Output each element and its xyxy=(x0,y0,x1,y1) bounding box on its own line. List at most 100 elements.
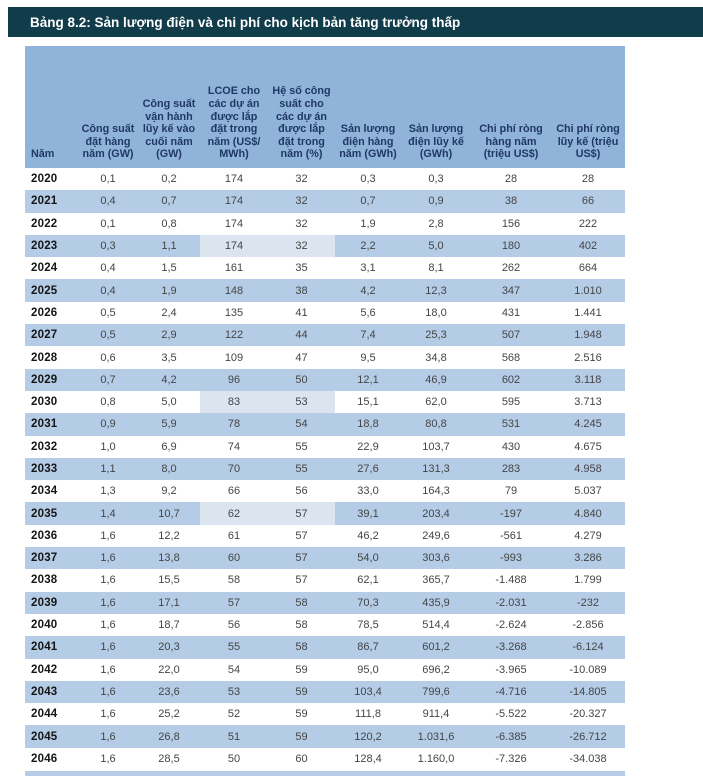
value-cell: 120,2 xyxy=(335,725,401,748)
value-cell: 50 xyxy=(268,368,335,391)
value-cell: 1,4 xyxy=(78,502,138,525)
value-cell: 32 xyxy=(268,234,335,258)
value-cell: 0,2 xyxy=(161,173,177,186)
value-cell: 3,5 xyxy=(161,351,177,364)
value-cell: 38 xyxy=(471,190,551,213)
value-cell: 26,8 xyxy=(138,725,200,748)
table-row: 2024 0,4 1,5 161 35 3,1 8,1 262 664 xyxy=(25,257,625,279)
value-cell: 35 xyxy=(295,262,308,275)
year-cell: 2033 xyxy=(25,457,78,481)
year-cell: 2035 xyxy=(25,502,78,525)
value-cell: 50 xyxy=(227,752,241,765)
table-title-bar: Bảng 8.2: Sản lượng điện và chi phí cho … xyxy=(8,7,703,37)
year-cell: 2034 xyxy=(31,485,58,498)
value-cell: 2,2 xyxy=(335,234,401,258)
value-cell: 70 xyxy=(200,457,268,481)
table-row: 2033 1,1 8,0 70 55 27,6 131,3 283 4.958 xyxy=(25,457,625,481)
value-cell: 5,0 xyxy=(401,234,471,258)
value-cell: 54 xyxy=(227,663,241,676)
table-row: 2042 1,6 22,0 54 59 95,0 696,2 -3.965 -10.089 xyxy=(25,659,625,681)
value-cell: -6.124 xyxy=(551,636,625,659)
value-cell: 66 xyxy=(227,485,241,498)
year-cell: 2031 xyxy=(25,413,78,436)
value-cell: 55 xyxy=(268,457,335,481)
value-cell: 0,1 xyxy=(100,173,116,186)
value-cell: 59 xyxy=(268,680,335,704)
value-cell: 3.713 xyxy=(574,396,602,409)
value-cell: 78 xyxy=(200,413,268,436)
value-cell: 32 xyxy=(295,217,308,230)
year-cell: 2042 xyxy=(31,663,58,676)
value-cell: 180 xyxy=(471,234,551,258)
value-cell: 12,3 xyxy=(401,279,471,302)
value-cell: 262 xyxy=(501,262,521,275)
value-cell: 0,4 xyxy=(78,279,138,302)
value-cell: 430 xyxy=(501,440,521,453)
value-cell: 38 xyxy=(268,279,335,302)
value-cell: 74 xyxy=(227,440,241,453)
table-row: 2046 1,6 28,5 50 60 128,4 1.160,0 -7.326 -34.038 xyxy=(25,748,625,770)
value-cell: 9,5 xyxy=(360,351,376,364)
value-cell: 1,9 xyxy=(360,217,376,230)
value-cell: 1,6 xyxy=(100,663,116,676)
year-cell: 2044 xyxy=(31,708,58,721)
column-header: Sản lượng điện lũy kế (GWh) xyxy=(401,46,471,168)
table-row: 2041 1,6 20,3 55 58 86,7 601,2 -3.268 -6.124 xyxy=(25,636,625,659)
value-cell: 1,5 xyxy=(161,262,177,275)
value-cell: -5.522 xyxy=(495,708,527,721)
value-cell: -20.327 xyxy=(569,708,607,721)
year-cell: 2046 xyxy=(31,752,58,765)
value-cell: 59 xyxy=(295,708,308,721)
value-cell: 1,6 xyxy=(100,619,116,632)
value-cell: 62,1 xyxy=(357,574,379,587)
value-cell: 9,2 xyxy=(161,485,177,498)
table-row: 2022 0,1 0,8 174 32 1,9 2,8 156 222 xyxy=(25,213,625,235)
value-cell: 249,6 xyxy=(422,529,450,542)
column-header: Công suất vận hành lũy kế vào cuối năm (… xyxy=(138,46,200,168)
value-cell: 44 xyxy=(268,324,335,347)
value-cell: 696,2 xyxy=(422,663,450,676)
value-cell: 10,7 xyxy=(138,502,200,525)
value-cell: 17,1 xyxy=(138,591,200,614)
year-cell: 2021 xyxy=(25,190,78,213)
value-cell: 0,8 xyxy=(100,396,116,409)
value-cell: 174 xyxy=(224,173,244,186)
table-row: 2034 1,3 9,2 66 56 33,0 164,3 79 5.037 xyxy=(25,480,625,502)
value-cell: 222 xyxy=(578,217,598,230)
value-cell: 4.245 xyxy=(551,413,625,436)
value-cell: 8,1 xyxy=(428,262,444,275)
value-cell: 1,6 xyxy=(100,529,116,542)
value-cell: 57 xyxy=(295,574,308,587)
value-cell: 28,5 xyxy=(158,752,180,765)
value-cell: 57 xyxy=(268,502,335,525)
value-cell: -2.624 xyxy=(495,619,527,632)
value-cell: 131,3 xyxy=(401,457,471,481)
value-cell: 39,1 xyxy=(335,502,401,525)
value-cell: 1.010 xyxy=(551,279,625,302)
value-cell: 23,6 xyxy=(138,680,200,704)
value-cell: 148 xyxy=(200,279,268,302)
value-cell: 109 xyxy=(224,351,244,364)
year-cell: 2039 xyxy=(25,591,78,614)
value-cell: 0,4 xyxy=(100,262,116,275)
value-cell: 5,9 xyxy=(138,413,200,436)
value-cell: 1.799 xyxy=(574,574,602,587)
value-cell: 56 xyxy=(295,485,308,498)
value-cell: 2,4 xyxy=(161,306,177,319)
value-cell: -6.385 xyxy=(471,725,551,748)
value-cell: 4,2 xyxy=(335,279,401,302)
value-cell: 0,3 xyxy=(428,173,444,186)
table-header: Năm Công suất đặt hàng năm (GW) Công suất … xyxy=(25,46,625,168)
table-row: 2023 0,3 1,1 174 32 2,2 5,0 180 402 xyxy=(25,234,625,258)
value-cell: 15,5 xyxy=(158,574,180,587)
value-cell: 66 xyxy=(551,190,625,213)
year-cell: 2028 xyxy=(31,351,58,364)
value-cell: 83 xyxy=(200,390,268,414)
value-cell: 402 xyxy=(551,234,625,258)
value-cell: 164,3 xyxy=(422,485,450,498)
value-cell: 4.840 xyxy=(551,502,625,525)
value-cell: 601,2 xyxy=(401,636,471,659)
value-cell: 53 xyxy=(268,390,335,414)
value-cell: 5.037 xyxy=(574,485,602,498)
